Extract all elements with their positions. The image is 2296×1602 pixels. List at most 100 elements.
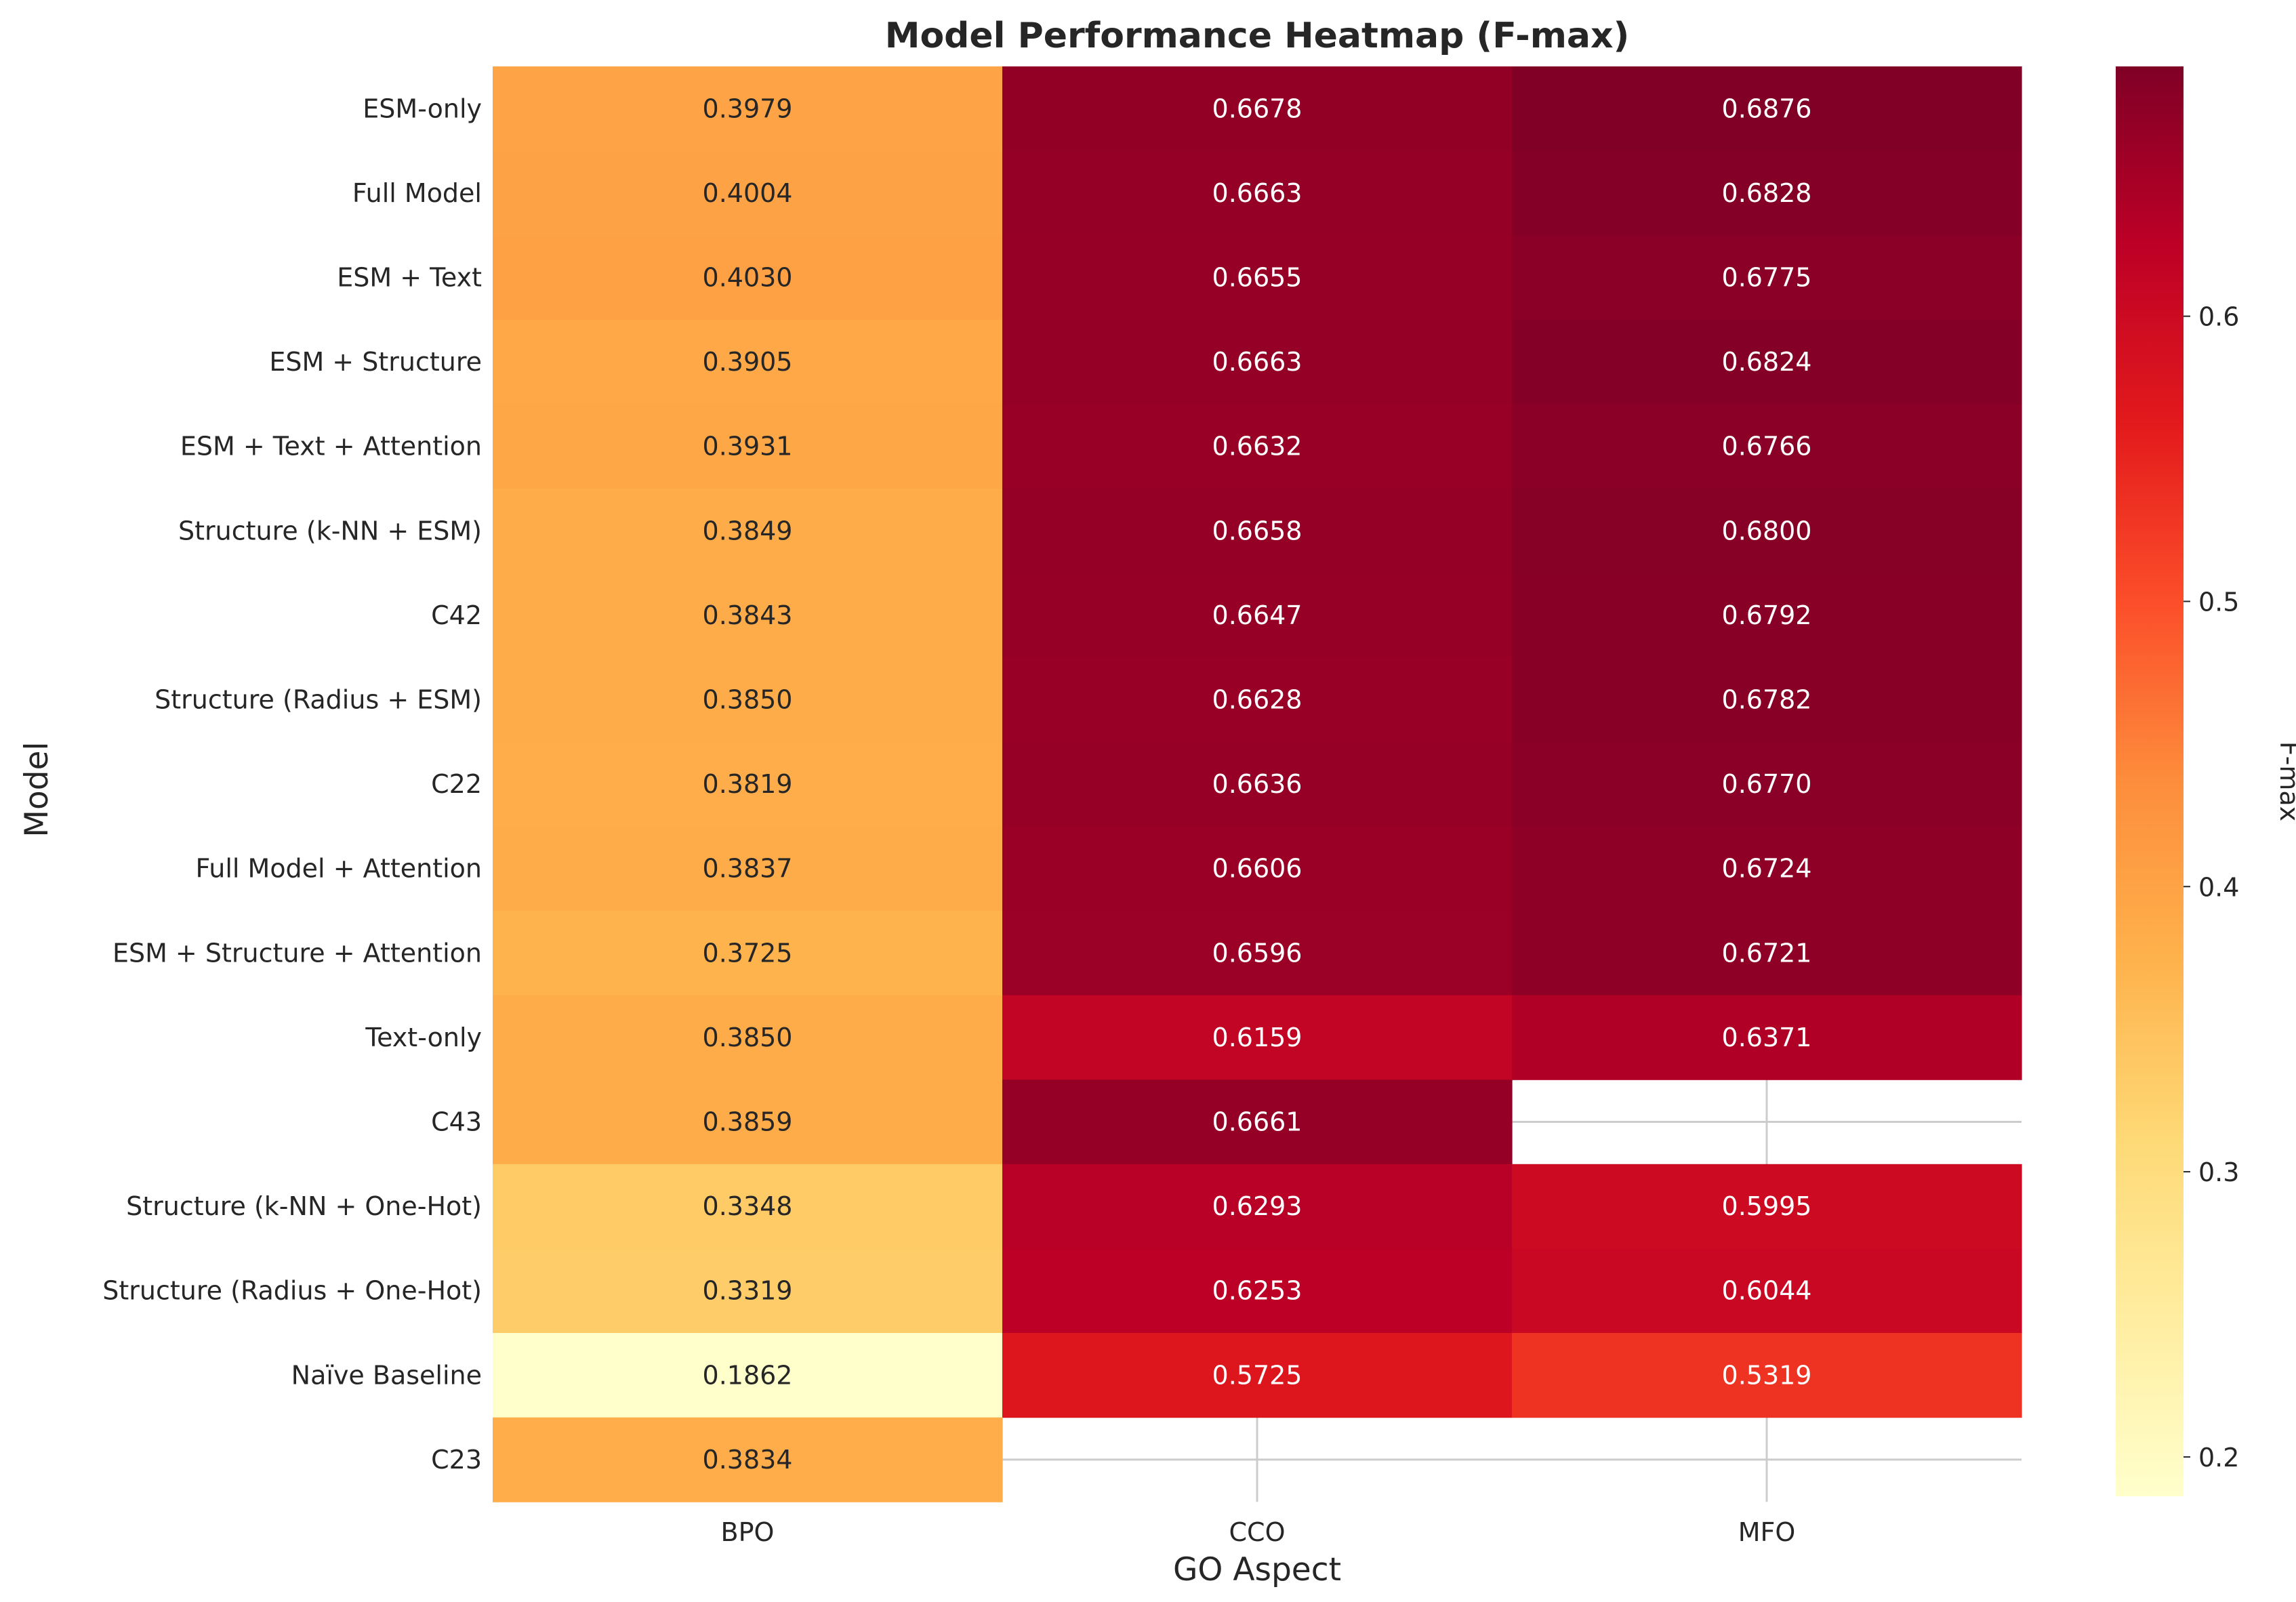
cell-value-label: 0.4030 xyxy=(703,263,793,293)
heatmap-cell xyxy=(493,319,1003,405)
cell-value-label: 0.3849 xyxy=(703,516,793,546)
heatmap-cell xyxy=(493,911,1003,996)
y-tick-label: Naïve Baseline xyxy=(291,1360,482,1390)
heatmap-cell xyxy=(1002,404,1513,489)
colorbar-tick-labels: 0.2 0.3 0.4 0.5 0.6 xyxy=(2184,302,2239,1473)
cell-value-label: 0.6792 xyxy=(1722,600,1812,630)
heatmap-cell xyxy=(1002,1164,1513,1249)
heatmap-cell xyxy=(1002,1333,1513,1418)
cell-value-label: 0.3859 xyxy=(703,1107,793,1137)
cell-value-label: 0.3819 xyxy=(703,769,793,799)
cell-value-label: 0.6655 xyxy=(1212,263,1303,293)
cell-value-label: 0.6159 xyxy=(1212,1023,1303,1052)
heatmap-cell xyxy=(1512,319,2022,405)
y-tick-label: Structure (Radius + ESM) xyxy=(155,685,482,715)
x-axis-tick-labels: BPO CCO MFO xyxy=(721,1517,1796,1547)
heatmap-cell xyxy=(1512,404,2022,489)
heatmap-cell xyxy=(1512,235,2022,321)
heatmap-cell xyxy=(493,1164,1003,1249)
y-tick-label: Structure (k-NN + One-Hot) xyxy=(126,1191,482,1221)
cell-value-label: 0.5319 xyxy=(1722,1360,1812,1390)
cell-value-label: 0.3905 xyxy=(703,347,793,377)
y-tick-label: ESM + Text + Attention xyxy=(180,432,482,461)
cell-value-label: 0.6766 xyxy=(1722,432,1812,461)
heatmap-cell xyxy=(1002,235,1513,321)
cell-value-label: 0.6678 xyxy=(1212,94,1303,123)
heatmap-cell xyxy=(493,1080,1003,1165)
y-tick-label: ESM + Structure + Attention xyxy=(112,938,482,968)
heatmap-cell xyxy=(1512,1333,2022,1418)
x-tick-label: MFO xyxy=(1738,1517,1796,1547)
heatmap-cell xyxy=(493,1417,1003,1502)
x-tick-label: CCO xyxy=(1229,1517,1286,1547)
heatmap-cell xyxy=(493,235,1003,321)
heatmap-cell xyxy=(1512,826,2022,911)
y-tick-label: C23 xyxy=(431,1445,482,1475)
heatmap-cell xyxy=(1512,657,2022,743)
heatmap-cell xyxy=(493,1248,1003,1334)
heatmap-cell xyxy=(1002,1248,1513,1334)
y-tick-label: C42 xyxy=(431,600,482,630)
cell-value-label: 0.6636 xyxy=(1212,769,1303,799)
x-tick-label: BPO xyxy=(721,1517,775,1547)
heatmap-cell xyxy=(493,657,1003,743)
colorbar-tick-label: 0.4 xyxy=(2198,872,2239,902)
cell-value-label: 0.1862 xyxy=(703,1360,793,1390)
colorbar xyxy=(2116,66,2184,1496)
heatmap-cell xyxy=(493,741,1003,827)
colorbar-label: F-max xyxy=(2274,741,2296,821)
colorbar-tick-label: 0.3 xyxy=(2198,1157,2239,1187)
heatmap-cell xyxy=(493,489,1003,574)
cell-value-label: 0.6647 xyxy=(1212,600,1303,630)
heatmap-cell xyxy=(1002,657,1513,743)
cell-value-label: 0.3979 xyxy=(703,94,793,123)
cell-value-label: 0.6828 xyxy=(1722,178,1812,208)
cell-value-label: 0.6775 xyxy=(1722,263,1812,293)
heatmap-cell xyxy=(1002,995,1513,1080)
y-tick-label: Full Model + Attention xyxy=(195,854,482,884)
cell-value-label: 0.3834 xyxy=(703,1445,793,1475)
y-tick-label: Text-only xyxy=(365,1023,482,1052)
heatmap-cell xyxy=(1002,741,1513,827)
y-tick-label: C43 xyxy=(431,1107,482,1137)
heatmap-cell xyxy=(1512,741,2022,827)
colorbar-tick-label: 0.5 xyxy=(2198,587,2239,617)
cell-value-label: 0.3850 xyxy=(703,1023,793,1052)
heatmap-cell xyxy=(493,573,1003,658)
heatmap-cell xyxy=(493,995,1003,1080)
cell-value-label: 0.5995 xyxy=(1722,1191,1812,1221)
cell-value-label: 0.6658 xyxy=(1212,516,1303,546)
heatmap-cell xyxy=(1002,150,1513,236)
cell-value-label: 0.3931 xyxy=(703,432,793,461)
cell-value-label: 0.6293 xyxy=(1212,1191,1303,1221)
cell-value-label: 0.3850 xyxy=(703,685,793,715)
cell-value-label: 0.6371 xyxy=(1722,1023,1812,1052)
chart-title: Model Performance Heatmap (F-max) xyxy=(885,16,1630,56)
heatmap-cell xyxy=(1002,911,1513,996)
heatmap-cell xyxy=(1512,66,2022,152)
cell-value-label: 0.6876 xyxy=(1722,94,1812,123)
y-tick-label: ESM + Text xyxy=(337,263,482,293)
heatmap-cell xyxy=(493,826,1003,911)
y-tick-label: Full Model xyxy=(352,178,482,208)
cell-value-label: 0.5725 xyxy=(1212,1360,1303,1390)
cell-value-label: 0.6770 xyxy=(1722,769,1812,799)
heatmap-cell xyxy=(493,1333,1003,1418)
heatmap-cell xyxy=(493,404,1003,489)
cell-value-label: 0.6606 xyxy=(1212,854,1303,884)
cell-value-label: 0.4004 xyxy=(703,178,793,208)
cell-value-label: 0.6253 xyxy=(1212,1276,1303,1306)
heatmap-cell xyxy=(1512,1248,2022,1334)
cell-value-label: 0.3725 xyxy=(703,938,793,968)
x-axis-label: GO Aspect xyxy=(1173,1551,1341,1588)
y-tick-label: ESM + Structure xyxy=(269,347,482,377)
y-axis-label: Model xyxy=(18,741,56,837)
y-tick-label: C22 xyxy=(431,769,482,799)
heatmap-cell xyxy=(1002,1080,1513,1165)
heatmap-cell xyxy=(1002,573,1513,658)
cell-value-label: 0.3837 xyxy=(703,854,793,884)
cell-value-label: 0.6663 xyxy=(1212,347,1303,377)
heatmap-cell xyxy=(1512,995,2022,1080)
cell-value-label: 0.6628 xyxy=(1212,685,1303,715)
